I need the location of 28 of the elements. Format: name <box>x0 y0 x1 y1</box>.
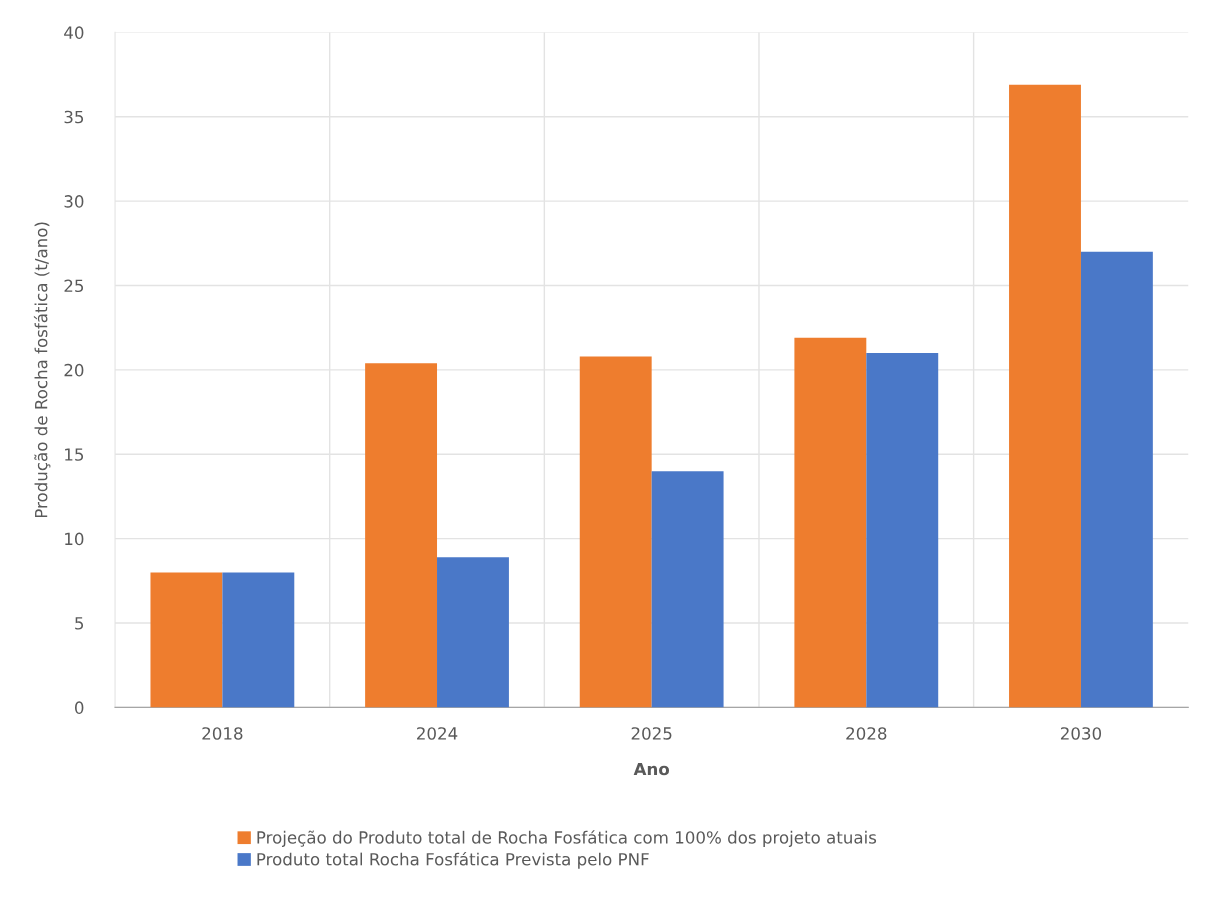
y-tick-label: 10 <box>65 532 84 546</box>
bar <box>1080 251 1153 708</box>
y-tick-label: 35 <box>64 110 84 124</box>
x-tick-label: 2018 <box>202 727 243 740</box>
y-tick-label: 25 <box>64 279 84 293</box>
y-tick-label: 40 <box>64 26 84 39</box>
x-tick-label: 2030 <box>1060 727 1102 740</box>
y-tick-label: 0 <box>75 701 84 714</box>
bar <box>150 572 223 708</box>
x-tick-label: 2024 <box>417 727 458 740</box>
legend-label: Projeção do Produto total de Rocha Fosfática com 100% dos projeto atuais <box>257 830 877 847</box>
bar <box>437 557 509 708</box>
bar <box>365 363 438 708</box>
x-axis-title: Ano <box>633 762 670 776</box>
bar <box>222 572 295 708</box>
y-axis-title: Produção de Rocha fosfática (t/ano) <box>33 222 51 518</box>
x-tick-label: 2028 <box>846 727 887 740</box>
y-tick-label: 20 <box>64 363 84 377</box>
legend-label: Produto total Rocha Fosfática Prevista pelo PNF <box>257 851 649 869</box>
bar <box>866 353 939 708</box>
y-tick-label: 5 <box>75 617 84 630</box>
y-tick-label: 30 <box>64 195 84 208</box>
x-tick-label: 2025 <box>631 727 672 740</box>
bar <box>794 337 867 708</box>
bar <box>651 471 724 708</box>
y-tick-label: 15 <box>65 448 84 461</box>
bar <box>579 356 652 708</box>
bar <box>1009 84 1081 708</box>
